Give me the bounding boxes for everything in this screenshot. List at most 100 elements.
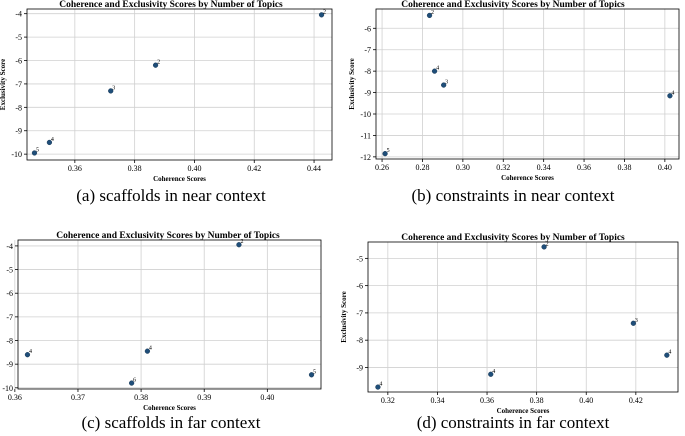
y-tick-label: -7 [356, 309, 363, 318]
y-tick-label: -5 [15, 33, 22, 42]
y-tick-label: -4 [15, 10, 22, 19]
x-tick-label: 0.40 [579, 396, 593, 405]
caption-d: (d) constraints in far context [416, 413, 610, 432]
data-point [152, 62, 159, 68]
x-axis-label: Coherence Scores [497, 407, 550, 415]
y-tick-label: -8 [364, 67, 371, 76]
y-tick-label: -9 [15, 127, 22, 136]
y-tick-label: -11 [361, 131, 371, 140]
x-tick-label: 0.34 [537, 163, 551, 172]
x-tick-label: 0.36 [577, 163, 591, 172]
chart-title: Coherence and Exclusivity Scores by Numb… [59, 0, 283, 10]
y-tick-label: -7 [6, 313, 13, 322]
x-tick-label: 0.44 [307, 164, 321, 173]
point-label: 4 [671, 90, 674, 96]
data-point [431, 68, 438, 74]
x-tick-label: 0.39 [197, 393, 211, 402]
point-label: 5 [36, 147, 39, 153]
plot-frame [367, 241, 679, 393]
x-tick-label: 0.32 [381, 396, 395, 405]
point-label: 4 [436, 66, 439, 72]
point-label: 4 [29, 349, 32, 355]
y-tick-label: -4 [6, 242, 13, 251]
chart-panel-b: Coherence and Exclusivity Scores by Numb… [342, 0, 685, 182]
y-tick-label: -9 [356, 363, 363, 372]
data-point [630, 320, 636, 326]
point-label: 4 [668, 350, 671, 356]
y-axis-label: Exclusivity Score [340, 291, 348, 342]
y-tick-label: -12 [360, 153, 371, 162]
y-tick-label: -8 [356, 336, 363, 345]
point-label: 2 [431, 10, 434, 16]
point-label: 3 [112, 85, 115, 91]
data-point [667, 93, 673, 99]
data-point [426, 12, 433, 19]
data-point [129, 380, 135, 386]
y-tick-label: -8 [6, 337, 13, 346]
chart-title: Coherence and Exclusivity Scores by Numb… [401, 233, 625, 243]
plot-frame [375, 8, 680, 160]
point-label: 2 [240, 239, 243, 245]
x-tick-label: 0.42 [247, 164, 261, 173]
point-label: 4 [149, 346, 152, 352]
y-tick-label: -10 [11, 150, 22, 159]
scatter-chart-d: Coherence and Exclusivity Scores by Numb… [340, 233, 679, 415]
x-axis-label: Coherence Scores [143, 404, 196, 412]
y-tick-label: -9 [364, 89, 371, 98]
y-tick-label: -9 [6, 360, 13, 369]
y-axis-label: Exclusivity Score [0, 59, 7, 110]
plot-frame [17, 239, 322, 390]
x-tick-label: 0.40 [187, 164, 201, 173]
data-point [375, 384, 381, 390]
data-point [441, 82, 447, 88]
point-label: 2 [157, 60, 160, 66]
y-tick-label: -5 [6, 266, 13, 275]
chart-panel-c: Coherence and Exclusivity Scores by Numb… [0, 222, 342, 412]
data-point [236, 242, 242, 248]
y-axis-label: Exclusivity Score [348, 58, 356, 109]
point-label: 2 [323, 9, 326, 15]
x-axis-label: Coherence Scores [501, 174, 554, 182]
data-point [308, 372, 315, 378]
x-tick-label: 0.40 [658, 163, 672, 172]
y-tick-label: -8 [15, 103, 22, 112]
x-tick-label: 0.40 [260, 393, 274, 402]
data-point [488, 371, 494, 377]
scatter-chart-a: Coherence and Exclusivity Scores by Numb… [0, 0, 333, 183]
chart-panel-a: Coherence and Exclusivity Scores by Numb… [0, 0, 342, 183]
x-tick-label: 0.37 [71, 393, 85, 402]
point-label: 3 [445, 80, 448, 86]
x-axis-label: Coherence Scores [153, 175, 206, 183]
chart-title: Coherence and Exclusivity Scores by Numb… [401, 0, 625, 10]
x-tick-label: 0.30 [456, 163, 470, 172]
y-tick-label: -6 [15, 57, 22, 66]
caption-c: (c) scaffolds in far context [81, 413, 261, 432]
x-tick-label: 0.28 [415, 163, 429, 172]
x-tick-label: 0.38 [134, 393, 148, 402]
x-tick-label: 0.34 [430, 396, 444, 405]
data-point [664, 352, 670, 358]
y-tick-label: -7 [364, 46, 371, 55]
y-tick-label: -5 [356, 254, 363, 263]
point-label: 6 [133, 378, 136, 384]
y-tick-label: -6 [356, 282, 363, 291]
x-tick-label: 0.38 [530, 396, 544, 405]
x-tick-label: 0.38 [617, 163, 631, 172]
y-tick-label: -10 [360, 110, 371, 119]
caption-a: (a) scaffolds in near context [76, 186, 266, 205]
data-point [318, 12, 325, 18]
x-tick-label: 0.36 [8, 393, 22, 402]
x-tick-label: 0.26 [375, 163, 389, 172]
y-tick-label: -10 [2, 384, 13, 393]
data-point [541, 244, 547, 250]
point-label: 5 [387, 148, 390, 154]
point-label: 5 [313, 369, 316, 375]
chart-panel-d: Coherence and Exclusivity Scores by Numb… [340, 222, 685, 415]
chart-title: Coherence and Exclusivity Scores by Numb… [56, 231, 280, 241]
data-point [24, 352, 31, 358]
y-tick-label: -6 [364, 24, 371, 33]
x-tick-label: 0.32 [496, 163, 510, 172]
data-point [31, 150, 38, 156]
plot-frame [26, 8, 333, 161]
data-point [46, 139, 53, 146]
